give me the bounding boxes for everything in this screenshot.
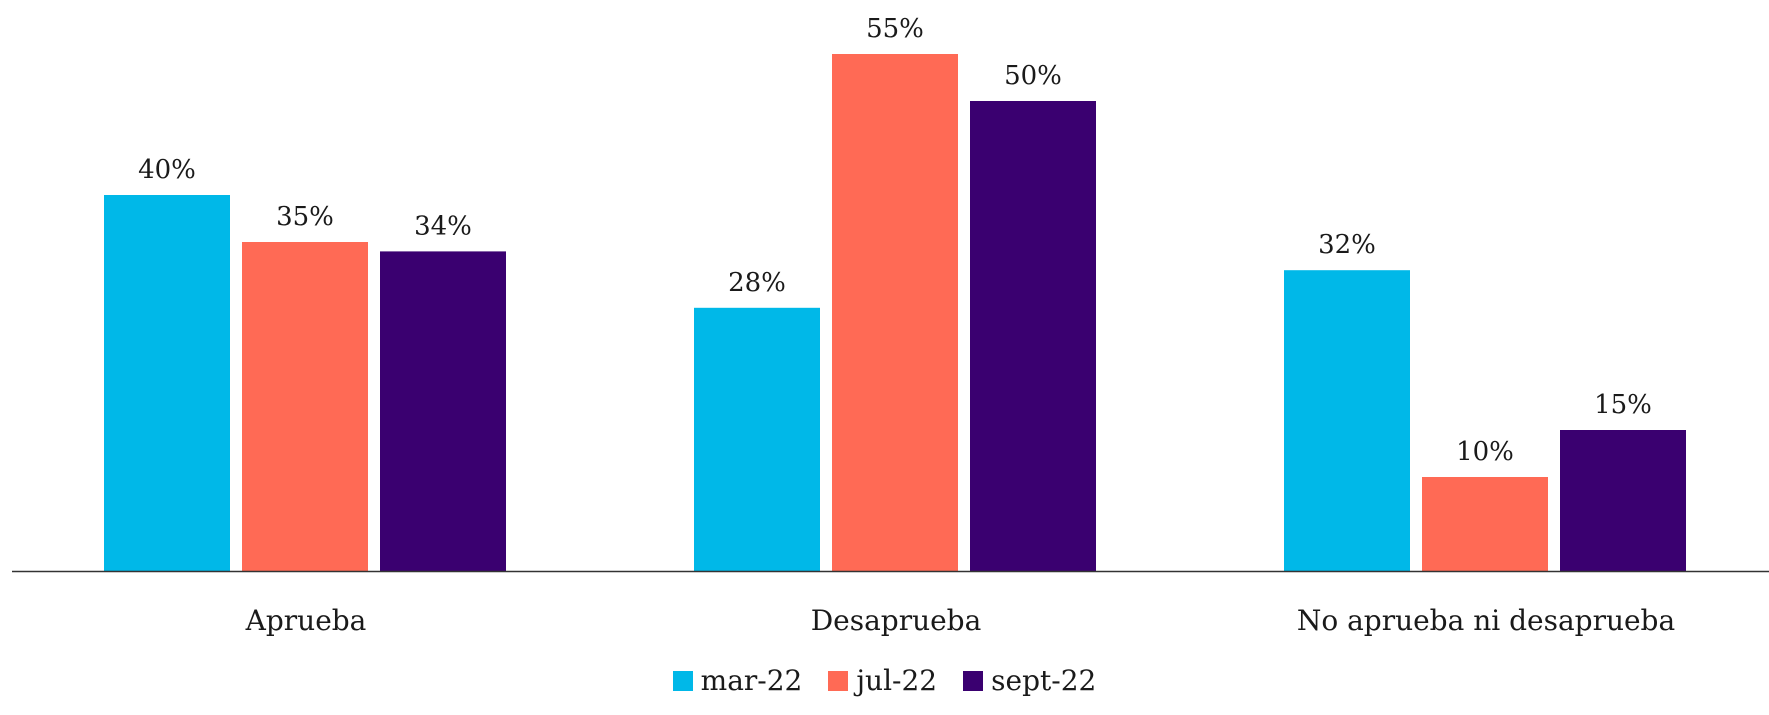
data-label-mar-22-0: 40% (138, 155, 196, 185)
legend-label-mar-22: mar-22 (700, 664, 803, 697)
legend-swatch-sept-22 (963, 670, 984, 691)
legend-swatch-mar-22 (672, 670, 693, 691)
legend-item-sept-22: sept-22 (963, 664, 1096, 697)
bar-mar-22-2 (1284, 270, 1410, 571)
data-label-sept-22-2: 15% (1594, 390, 1652, 420)
legend-item-mar-22: mar-22 (672, 664, 803, 697)
bar-jul-22-0 (242, 242, 368, 571)
data-label-jul-22-1: 55% (866, 14, 924, 44)
bar-mar-22-0 (104, 195, 230, 571)
legend-item-jul-22: jul-22 (828, 664, 937, 697)
legend-label-jul-22: jul-22 (856, 664, 938, 697)
data-label-mar-22-1: 28% (728, 268, 786, 298)
bar-sept-22-1 (970, 101, 1096, 571)
bar-sept-22-2 (1560, 430, 1686, 571)
category-label-2: No aprueba ni desaprueba (1297, 604, 1675, 637)
data-label-jul-22-0: 35% (276, 202, 334, 232)
data-label-sept-22-0: 34% (414, 211, 472, 241)
legend-swatch-jul-22 (828, 670, 849, 691)
data-label-mar-22-2: 32% (1318, 230, 1376, 260)
bar-sept-22-0 (380, 251, 506, 571)
data-label-sept-22-1: 50% (1004, 61, 1062, 91)
category-label-0: Aprueba (245, 604, 367, 637)
bar-jul-22-1 (832, 54, 958, 571)
bar-jul-22-2 (1422, 477, 1548, 571)
category-label-1: Desaprueba (811, 604, 982, 637)
legend: mar-22 jul-22 sept-22 (0, 664, 1769, 697)
data-label-jul-22-2: 10% (1456, 437, 1514, 467)
bar-mar-22-1 (694, 307, 820, 571)
legend-label-sept-22: sept-22 (991, 664, 1097, 697)
